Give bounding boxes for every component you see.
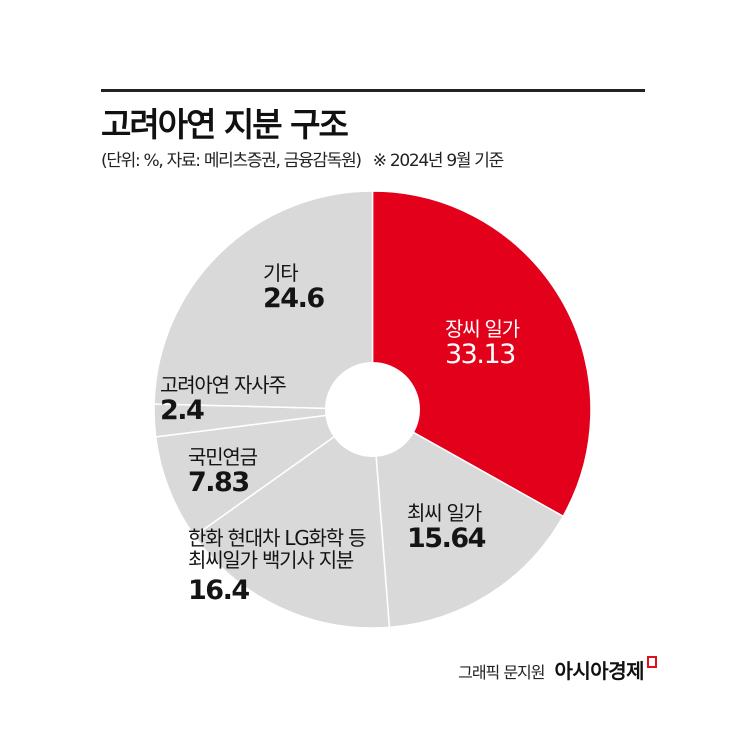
date-note: ※ 2024년 9월 기준 xyxy=(372,151,505,171)
logo-mark-icon xyxy=(647,656,657,668)
label-choi-family: 최씨 일가 15.64 xyxy=(407,501,486,555)
label-value: 15.64 xyxy=(407,523,486,555)
label-value: 24.6 xyxy=(263,283,325,315)
pie-slice xyxy=(371,408,565,629)
pie-slice xyxy=(193,408,391,629)
label-value: 2.4 xyxy=(160,395,205,427)
label-value: 16.4 xyxy=(188,574,250,606)
publisher-logo: 아시아경제 xyxy=(554,659,645,683)
label-treasury-stock: 고려아연 자사주 2.4 xyxy=(160,373,287,427)
label-jang-family: 장씨 일가 33.13 xyxy=(445,317,520,371)
unit-source-text: (단위: %, 자료: 메리츠증권, 금융감독원) xyxy=(101,151,362,171)
chart-title: 고려아연 지분 구조 xyxy=(101,105,349,144)
label-name-line1: 한화 현대차 LG화학 등 xyxy=(188,526,367,550)
label-name: 기타 xyxy=(263,261,299,285)
label-value: 33.13 xyxy=(445,339,516,371)
label-allies: 한화 현대차 LG화학 등 최씨일가 백기사 지분 16.4 xyxy=(188,526,367,606)
top-rule xyxy=(101,89,645,92)
donut-slices xyxy=(153,190,592,629)
pie-slice xyxy=(154,408,373,538)
graphic-credit: 그래픽 문지원 xyxy=(458,663,545,682)
credit-line: 그래픽 문지원 아시아경제 xyxy=(458,655,657,684)
label-value: 7.83 xyxy=(188,467,250,499)
pie-slice xyxy=(153,190,374,411)
label-name: 최씨 일가 xyxy=(407,501,482,525)
label-name: 국민연금 xyxy=(188,445,258,469)
pie-slice xyxy=(371,190,592,518)
label-name: 고려아연 자사주 xyxy=(160,373,287,397)
label-national-pension: 국민연금 7.83 xyxy=(188,445,258,499)
label-name-line2: 최씨일가 백기사 지분 xyxy=(188,548,354,573)
donut-hole xyxy=(325,362,420,457)
label-name: 장씨 일가 xyxy=(445,317,520,341)
chart-subtitle: (단위: %, 자료: 메리츠증권, 금융감독원) ※ 2024년 9월 기준 xyxy=(101,146,505,171)
label-other: 기타 24.6 xyxy=(263,261,325,315)
